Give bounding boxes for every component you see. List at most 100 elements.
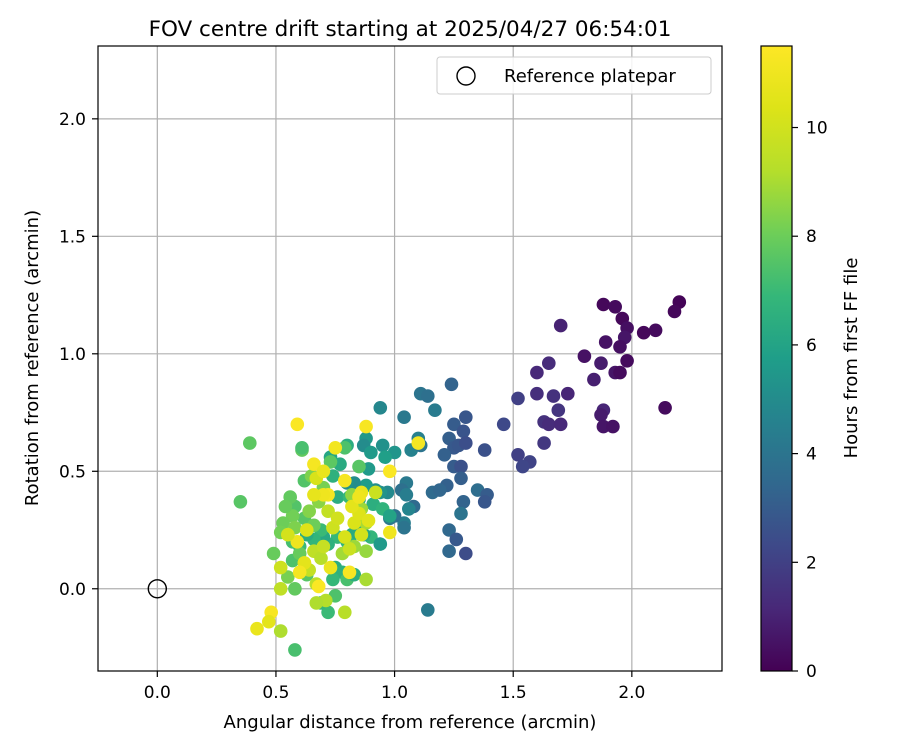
data-point <box>459 410 473 425</box>
data-point <box>477 443 492 457</box>
data-point <box>530 365 544 380</box>
plot-area <box>97 45 723 672</box>
data-point <box>323 455 338 469</box>
colorbar-gradient <box>760 45 793 672</box>
data-point <box>338 441 352 455</box>
data-point <box>359 419 373 434</box>
data-point <box>542 356 556 371</box>
data-point <box>553 417 568 432</box>
data-point <box>477 495 492 509</box>
chart-title: FOV centre drift starting at 2025/04/27 … <box>149 17 672 42</box>
data-point <box>328 441 343 455</box>
data-point <box>383 464 397 479</box>
data-point <box>373 537 388 551</box>
y-axis-label: Rotation from reference (arcmin) <box>22 210 43 506</box>
data-point <box>290 535 305 549</box>
data-point <box>397 410 411 425</box>
data-point <box>338 605 352 620</box>
data-point <box>285 509 300 523</box>
data-point <box>402 502 416 516</box>
colorbar-label: Hours from first FF file <box>841 258 862 459</box>
legend: Reference platepar <box>436 56 712 95</box>
y-tick-label: 1.0 <box>59 345 86 365</box>
legend-entry-reference: Reference platepar <box>504 66 676 87</box>
data-point <box>383 525 397 540</box>
data-point <box>449 532 464 547</box>
data-point <box>594 356 608 371</box>
data-point <box>288 582 302 596</box>
data-point <box>307 457 321 472</box>
data-point <box>266 546 281 561</box>
data-point <box>383 509 397 523</box>
data-point <box>342 565 357 580</box>
x-tick-label: 0.0 <box>144 683 171 703</box>
data-point <box>596 419 611 434</box>
data-point <box>606 419 620 434</box>
data-point <box>456 424 471 439</box>
plot-frame <box>97 45 723 672</box>
data-point <box>530 386 544 401</box>
colorbar-tick-label: 8 <box>806 227 817 247</box>
data-point <box>354 527 369 542</box>
data-point <box>314 551 328 565</box>
x-tick-label: 1.0 <box>381 683 408 703</box>
data-point <box>316 539 331 554</box>
grid-lines <box>98 46 722 671</box>
data-point <box>273 582 288 596</box>
data-point <box>290 417 305 432</box>
y-tick-label: 1.5 <box>59 227 86 247</box>
data-point <box>281 527 295 542</box>
data-point <box>321 605 335 620</box>
data-point <box>442 523 456 537</box>
data-point <box>598 335 613 349</box>
data-point <box>352 459 366 474</box>
data-point <box>496 417 511 432</box>
data-point <box>316 488 331 502</box>
colorbar-ticks: 0 2 4 6 8 10 <box>792 119 828 682</box>
data-point <box>397 520 411 535</box>
data-point <box>428 403 442 418</box>
data-point <box>359 572 373 587</box>
data-point <box>361 513 376 528</box>
data-point <box>421 603 435 617</box>
data-points <box>233 295 687 657</box>
x-axis-label: Angular distance from reference (arcmin) <box>224 712 597 733</box>
data-point <box>551 403 566 418</box>
data-point <box>648 323 663 338</box>
data-point <box>515 459 530 474</box>
data-point <box>432 483 447 497</box>
colorbar-tick-label: 0 <box>806 662 817 682</box>
data-point <box>456 495 471 509</box>
x-tick-label: 2.0 <box>618 683 645 703</box>
data-point <box>454 471 468 486</box>
data-point <box>307 488 321 502</box>
data-point <box>459 436 473 450</box>
plot-background <box>98 46 722 671</box>
data-point <box>620 354 634 368</box>
data-point <box>309 596 324 610</box>
data-point <box>447 417 461 432</box>
data-point <box>273 560 288 575</box>
data-point <box>437 448 452 462</box>
data-point <box>311 579 326 594</box>
colorbar-tick-label: 2 <box>806 553 817 573</box>
data-point <box>511 448 525 462</box>
data-point <box>546 389 561 403</box>
data-point <box>273 624 288 638</box>
data-point <box>288 643 302 657</box>
data-point <box>345 499 359 514</box>
data-point <box>553 318 568 333</box>
data-point <box>537 436 551 450</box>
y-tick-label: 2.0 <box>59 110 86 130</box>
data-point <box>459 546 473 561</box>
data-point <box>561 386 575 401</box>
data-point <box>326 572 340 587</box>
colorbar-tick-label: 4 <box>806 445 817 465</box>
reference-platepar-marker <box>147 579 168 599</box>
data-point <box>338 473 352 488</box>
data-point <box>321 504 335 518</box>
data-point <box>399 488 414 502</box>
x-axis-ticks: 0.0 0.5 1.0 1.5 2.0 <box>144 671 645 703</box>
data-point <box>364 445 378 460</box>
